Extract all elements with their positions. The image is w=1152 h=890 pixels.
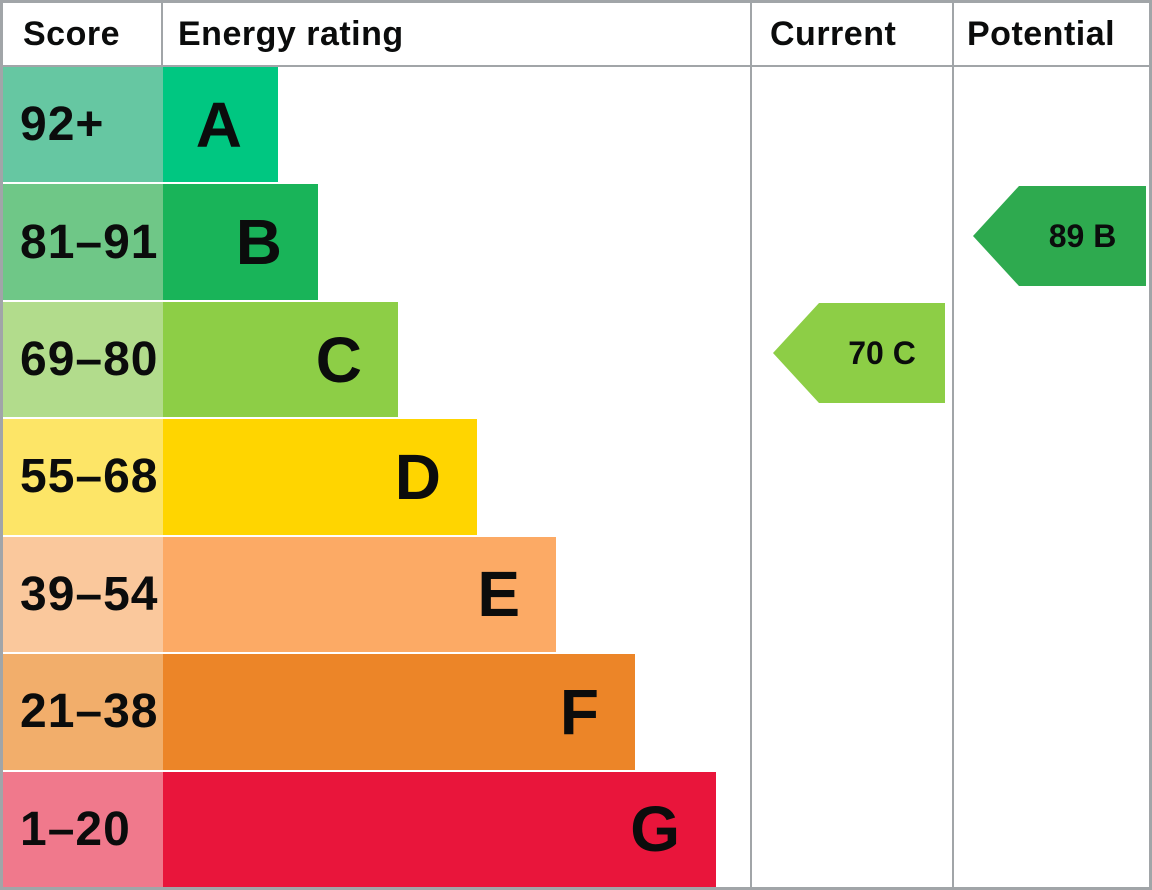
rating-bar: F [163, 654, 635, 770]
rating-bar: C [163, 301, 398, 418]
band-row: 81–91 B [3, 184, 750, 302]
score-cell: 55–68 [3, 419, 163, 535]
rating-bar: B [163, 184, 318, 300]
rating-bar: D [163, 419, 477, 535]
header-potential: Potential [952, 3, 1149, 65]
header-score: Score [3, 3, 163, 65]
potential-rating-label: 89 B [1048, 217, 1117, 254]
score-cell: 92+ [3, 67, 163, 183]
score-cell: 1–20 [3, 771, 163, 887]
header-energy-rating: Energy rating [178, 14, 404, 53]
score-cell: 39–54 [3, 536, 163, 653]
band-row: 92+ A [3, 67, 750, 185]
potential-rating-arrow: 89 B [973, 186, 1146, 286]
chart-body: 92+ A 81–91 B 69–80 C 55–68 D 39–54 E 21… [3, 67, 1149, 887]
chart-header-row: Score Energy rating Current Potential [3, 3, 1149, 67]
rating-bar: E [163, 536, 556, 653]
score-cell: 81–91 [3, 184, 163, 300]
potential-column: 89 B [952, 67, 1149, 887]
rating-bar: A [163, 67, 278, 183]
header-current: Current [750, 3, 952, 65]
band-row: 21–38 F [3, 654, 750, 772]
score-cell: 21–38 [3, 654, 163, 770]
current-rating-arrow: 70 C [773, 303, 945, 403]
band-rows: 92+ A 81–91 B 69–80 C 55–68 D 39–54 E 21… [3, 67, 750, 887]
band-row: 39–54 E [3, 536, 750, 655]
current-column: 70 C [750, 67, 952, 887]
score-cell: 69–80 [3, 301, 163, 418]
band-row: 69–80 C [3, 301, 750, 420]
band-row: 55–68 D [3, 419, 750, 537]
rating-bar: G [163, 771, 716, 887]
current-rating-label: 70 C [848, 334, 916, 371]
band-row: 1–20 G [3, 771, 750, 887]
